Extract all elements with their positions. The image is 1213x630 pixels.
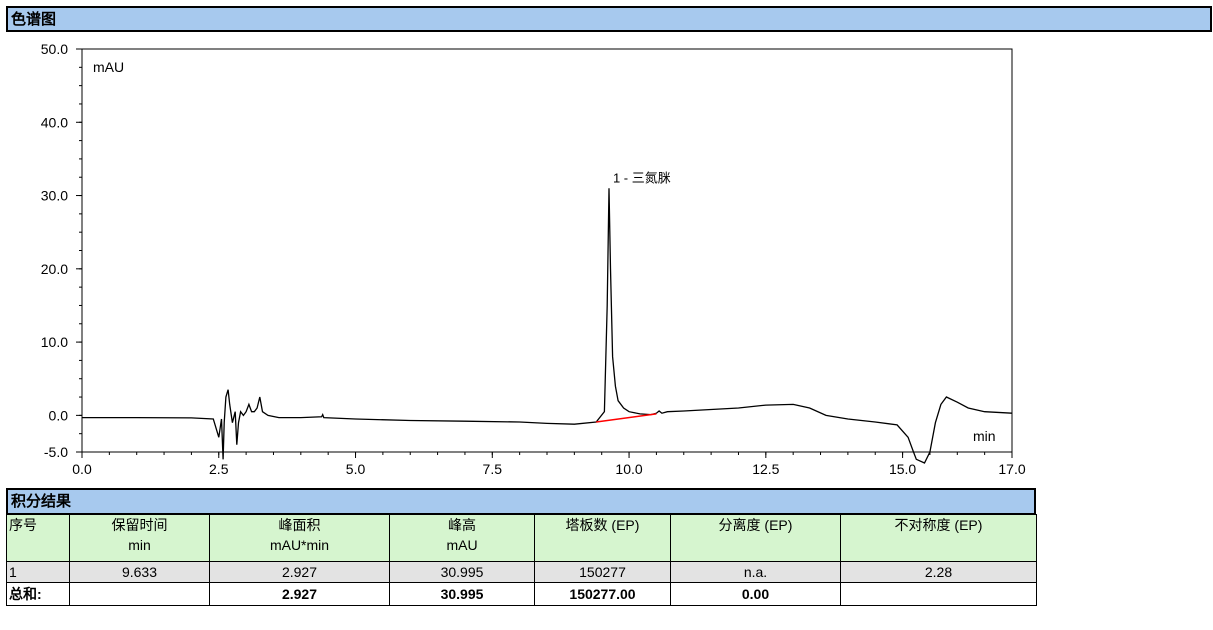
cell-index: 1 xyxy=(6,561,70,583)
x-tick-label: 10.0 xyxy=(615,461,642,477)
results-table: 序号 保留时间 min 峰面积 mAU*min 峰高 mAU 塔板数 (EP) 分离度… xyxy=(6,514,1037,606)
total-label: 总和: xyxy=(6,582,70,606)
table-row: 1 9.633 2.927 30.995 150277 n.a. 2.28 xyxy=(6,561,1037,583)
chromatogram-chart: 50.040.030.020.010.00.0-5.0 0.0 2.5 5.0 7.5… xyxy=(41,41,1026,477)
col-header-asymmetry: 不对称度 (EP) xyxy=(840,514,1037,562)
results-section-header: 积分结果 xyxy=(6,488,1036,514)
x-tick-label: 15.0 xyxy=(889,461,916,477)
chromatogram-section-title: 色谱图 xyxy=(11,10,57,28)
plot-area xyxy=(81,48,1013,453)
col-header-resolution: 分离度 (EP) xyxy=(670,514,841,562)
results-panel: 积分结果 序号 保留时间 min 峰面积 mAU*min 峰高 mAU 塔板数 (EP… xyxy=(6,488,1037,606)
y-tick-label: -5.0 xyxy=(44,444,68,460)
cell-asymmetry: 2.28 xyxy=(840,561,1037,583)
y-tick-label: 0.0 xyxy=(49,407,69,423)
y-tick-label: 30.0 xyxy=(41,188,68,204)
col-header-retention-time: 保留时间 min xyxy=(69,514,210,562)
total-height: 30.995 xyxy=(389,582,535,606)
col-header-height: 峰高 mAU xyxy=(389,514,535,562)
y-tick-label: 20.0 xyxy=(41,261,68,277)
chromatogram-trace xyxy=(82,188,1013,464)
total-resolution: 0.00 xyxy=(670,582,841,606)
peak-baseline xyxy=(596,413,657,423)
total-area: 2.927 xyxy=(209,582,390,606)
cell-height: 30.995 xyxy=(389,561,535,583)
x-tick-label: 7.5 xyxy=(483,461,503,477)
cell-resolution: n.a. xyxy=(670,561,841,583)
total-retention-time xyxy=(69,582,210,606)
total-asymmetry xyxy=(840,582,1037,606)
total-plates: 150277.00 xyxy=(534,582,671,606)
x-axis: 0.0 2.5 5.0 7.5 10.0 12.5 15.0 17.0 xyxy=(72,452,1026,477)
chromatogram-section-header: 色谱图 xyxy=(6,6,1212,32)
col-header-plates: 塔板数 (EP) xyxy=(534,514,671,562)
series-lines xyxy=(82,188,1013,464)
x-axis-label: min xyxy=(973,428,996,444)
x-tick-label: 0.0 xyxy=(72,461,92,477)
cell-area: 2.927 xyxy=(209,561,390,583)
cell-retention-time: 9.633 xyxy=(69,561,210,583)
col-header-index: 序号 xyxy=(6,514,70,562)
x-tick-label: 2.5 xyxy=(209,461,229,477)
y-tick-label: 40.0 xyxy=(41,114,68,130)
y-tick-label: 50.0 xyxy=(41,41,68,57)
x-tick-label: 17.0 xyxy=(998,461,1025,477)
annotations: 1 - 三氮脒 xyxy=(613,170,671,185)
y-tick-label: 10.0 xyxy=(41,334,68,350)
peak-label: 1 - 三氮脒 xyxy=(613,170,671,185)
x-tick-label: 12.5 xyxy=(752,461,779,477)
table-header-row: 序号 保留时间 min 峰面积 mAU*min 峰高 mAU 塔板数 (EP) 分离度… xyxy=(6,514,1037,562)
y-axis: 50.0 40.0 30.0 20.0 10.0 0.0 -5.0 xyxy=(41,41,82,460)
y-axis-label: mAU xyxy=(93,59,124,75)
results-section-title: 积分结果 xyxy=(11,492,72,510)
cell-plates: 150277 xyxy=(534,561,671,583)
col-header-area: 峰面积 mAU*min xyxy=(209,514,390,562)
table-total-row: 总和: 2.927 30.995 150277.00 0.00 xyxy=(6,582,1037,606)
x-tick-label: 5.0 xyxy=(346,461,366,477)
